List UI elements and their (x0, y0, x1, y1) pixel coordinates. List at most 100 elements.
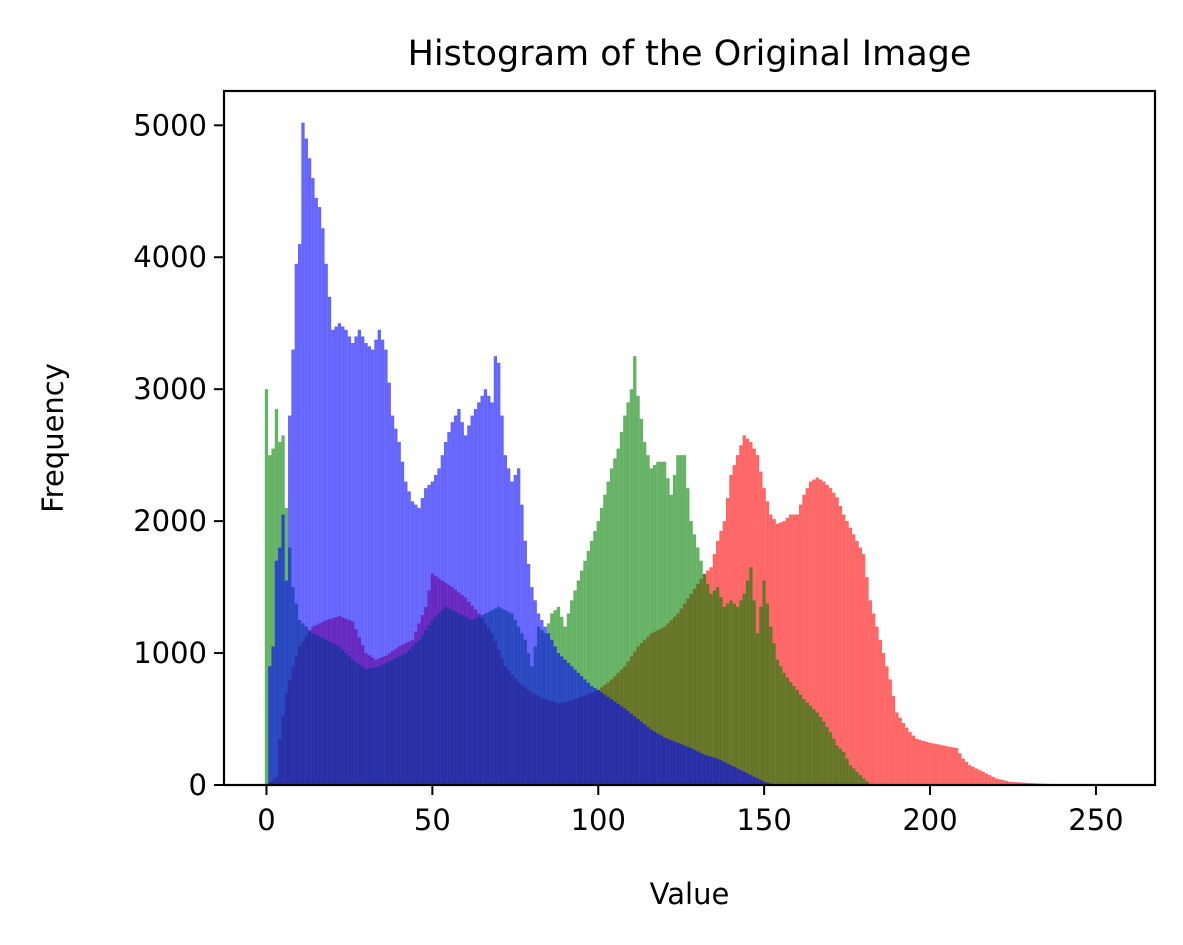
bar-green-135 (712, 590, 717, 785)
bar-blue-68 (490, 402, 494, 785)
bar-green-118 (656, 461, 660, 785)
bar-blue-140 (729, 765, 733, 785)
bar-red-165 (812, 479, 816, 785)
bar-red-228 (1021, 782, 1025, 785)
bar-red-187 (885, 666, 889, 785)
bar-blue-97 (586, 682, 590, 785)
bar-red-163 (805, 488, 809, 785)
bar-green-178 (855, 771, 859, 785)
bar-red-227 (1017, 782, 1022, 785)
bar-green-145 (745, 580, 750, 785)
bar-blue-81 (533, 600, 537, 785)
bar-blue-7 (288, 415, 292, 785)
bar-blue-71 (500, 415, 504, 785)
bar-green-158 (789, 682, 793, 785)
bar-blue-62 (470, 415, 474, 785)
bar-blue-126 (682, 745, 687, 785)
x-tick-label: 200 (902, 803, 957, 837)
bar-red-176 (848, 527, 853, 785)
bar-blue-130 (696, 751, 700, 785)
bar-green-140 (729, 600, 733, 785)
x-tick-label: 50 (414, 803, 451, 837)
bar-red-214 (974, 768, 979, 785)
bar-green-2 (271, 448, 275, 785)
bar-blue-89 (560, 656, 564, 785)
bar-green-0 (264, 389, 269, 785)
bar-blue-96 (583, 679, 587, 785)
x-tick-label: 0 (257, 803, 275, 837)
bar-red-148 (755, 455, 760, 785)
bar-blue-103 (606, 696, 610, 785)
bar-blue-22 (337, 323, 342, 785)
bar-red-194 (908, 732, 912, 785)
bar-green-167 (818, 717, 823, 785)
bar-green-164 (808, 705, 813, 785)
bar-blue-109 (626, 711, 630, 785)
bar-blue-59 (460, 422, 464, 785)
bar-blue-122 (669, 740, 673, 785)
bar-red-198 (921, 740, 926, 785)
bar-red-196 (915, 738, 919, 785)
bar-red-161 (798, 504, 803, 785)
x-tick-label: 250 (1068, 803, 1123, 837)
bar-red-216 (981, 771, 985, 785)
bar-red-189 (891, 695, 896, 785)
bar-red-193 (905, 727, 909, 785)
bar-blue-53 (440, 455, 444, 785)
x-axis: 0 50 100 150 200 250 (257, 785, 1124, 837)
bar-green-151 (765, 603, 770, 785)
bar-red-200 (928, 742, 932, 785)
bar-blue-115 (646, 726, 650, 785)
bar-green-97 (586, 550, 590, 785)
bar-blue-124 (676, 742, 680, 785)
bar-green-146 (749, 567, 753, 785)
bar-blue-13 (307, 158, 312, 786)
bar-green-112 (636, 395, 640, 785)
bar-blue-137 (719, 760, 723, 785)
bar-blue-139 (726, 763, 730, 785)
bar-red-183 (871, 613, 876, 785)
bar-blue-147 (752, 776, 756, 785)
bar-green-156 (782, 672, 786, 785)
bar-blue-34 (377, 329, 381, 785)
bar-green-147 (752, 600, 756, 785)
bar-red-155 (779, 522, 783, 785)
bar-red-169 (825, 484, 829, 785)
bar-blue-90 (563, 659, 567, 785)
bar-blue-94 (576, 672, 581, 785)
bar-blue-111 (633, 716, 637, 785)
bar-green-107 (619, 432, 624, 785)
bar-blue-114 (643, 724, 647, 785)
bar-blue-74 (510, 481, 514, 785)
bar-green-119 (659, 461, 663, 785)
bar-red-172 (835, 497, 839, 785)
bar-blue-8 (291, 349, 295, 785)
bar-blue-47 (420, 498, 425, 785)
bar-blue-134 (709, 756, 713, 785)
bar-green-139 (726, 603, 730, 785)
bar-green-125 (679, 455, 683, 785)
y-tick-label: 3000 (133, 372, 207, 406)
bar-green-114 (643, 441, 647, 785)
bar-blue-14 (311, 178, 315, 785)
bar-green-163 (805, 702, 809, 785)
y-tick-label: 0 (189, 768, 207, 802)
bar-red-211 (964, 761, 969, 785)
bar-blue-150 (762, 781, 766, 785)
bar-green-117 (653, 465, 657, 785)
bar-green-123 (672, 474, 677, 785)
bar-green-104 (609, 468, 614, 785)
bar-red-201 (931, 743, 936, 785)
bar-red-154 (775, 523, 780, 785)
bar-red-203 (938, 744, 942, 785)
bar-blue-144 (742, 771, 746, 785)
bar-red-209 (958, 753, 962, 785)
bar-blue-112 (636, 719, 640, 785)
y-axis-label: Frequency (36, 363, 70, 513)
bar-red-192 (901, 722, 906, 785)
bar-blue-151 (765, 782, 770, 785)
bar-blue-82 (536, 613, 541, 785)
bar-red-166 (815, 477, 819, 785)
bar-blue-6 (284, 580, 289, 785)
